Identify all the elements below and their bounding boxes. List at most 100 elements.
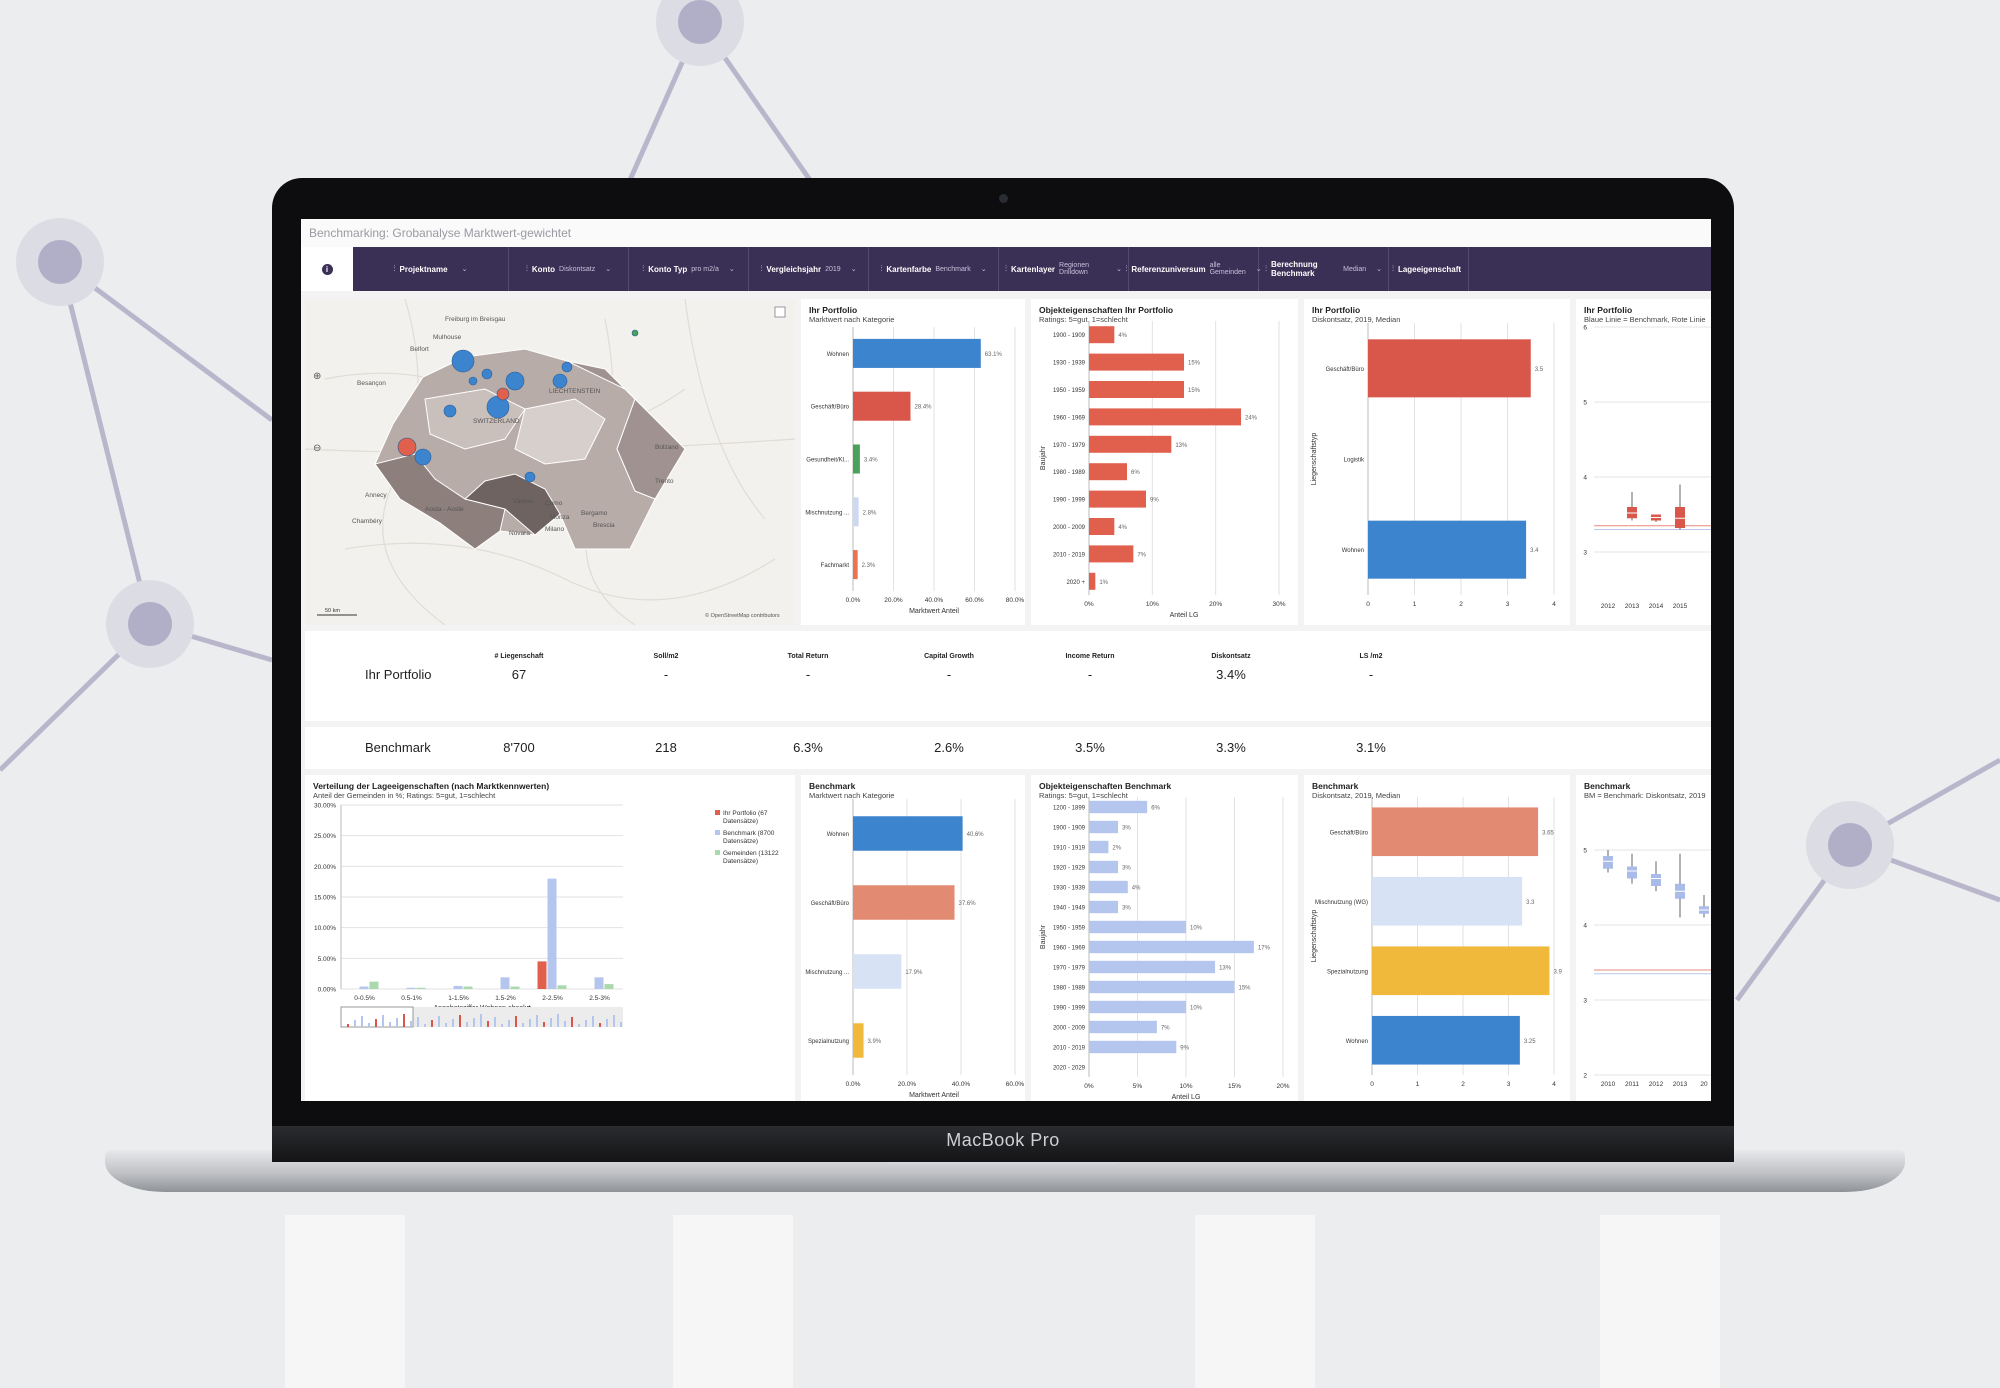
- bar-2000-2009[interactable]: [1089, 1020, 1157, 1034]
- bar-1980-1989[interactable]: [1089, 980, 1235, 994]
- zoom-in-icon[interactable]: ⊕: [313, 371, 321, 382]
- box-2015[interactable]: [1675, 507, 1685, 528]
- map-bubble[interactable]: [397, 437, 417, 457]
- region-shape[interactable]: [374, 453, 506, 550]
- bar-1920-1929[interactable]: [1089, 860, 1119, 874]
- kpi-value: 67: [511, 667, 527, 682]
- bar-wohnen[interactable]: [1368, 520, 1527, 579]
- filter-berechnung-benchmark[interactable]: ⫶ Berechnung Benchmark Median ⌄: [1259, 247, 1389, 291]
- category-label: 2.5-3%: [589, 995, 610, 1002]
- filter-kartenlayer[interactable]: ⫶ Kartenlayer Regionen Drilldown ⌄: [999, 247, 1129, 291]
- map-bubble[interactable]: [561, 361, 573, 373]
- bar-1200-1899[interactable]: [1089, 800, 1148, 814]
- map-bubble[interactable]: [414, 448, 432, 466]
- map-bubble[interactable]: [481, 368, 493, 380]
- bar-1900-1909[interactable]: [1089, 820, 1119, 834]
- map-bubble[interactable]: [451, 349, 475, 373]
- bar-wohnen[interactable]: [1372, 1015, 1520, 1065]
- bar-1960-1969[interactable]: [1089, 408, 1241, 426]
- bar-1930-1939[interactable]: [1089, 353, 1184, 371]
- box-2012[interactable]: [1651, 874, 1661, 886]
- bar-1950-1959[interactable]: [1089, 381, 1184, 398]
- bar-gemeinden-13122-datens-tze-0-5-1[interactable]: [416, 987, 426, 989]
- y-axis-title: Baujahr: [1040, 445, 1047, 470]
- bar-1900-1909[interactable]: [1089, 326, 1115, 344]
- filter-kartenfarbe[interactable]: ⫶ Kartenfarbe Benchmark ⌄: [869, 247, 999, 291]
- region-map[interactable]: Freiburg im Breisgau Mulhouse Belfort Besan…: [304, 298, 796, 626]
- bar-1990-1999[interactable]: [1089, 1000, 1186, 1014]
- region-shape[interactable]: [463, 473, 561, 536]
- map-bubble[interactable]: [496, 387, 510, 401]
- bar-gemeinden-13122-datens-tze-1-1-5[interactable]: [463, 986, 473, 989]
- bar-spezialnutzung[interactable]: [853, 1023, 864, 1058]
- bar-benchmark-8700-datens-tze-2-2-5[interactable]: [547, 878, 557, 989]
- category-label: 2010 - 2019: [1053, 1046, 1086, 1052]
- bar-1940-1949[interactable]: [1089, 900, 1119, 914]
- filter-lageeigenschaft[interactable]: ⫶ Lageeigenschaft: [1389, 247, 1469, 291]
- map-bubble[interactable]: [468, 376, 478, 386]
- bar-mischnutzung-wg[interactable]: [1372, 876, 1523, 926]
- bar-1980-1989[interactable]: [1089, 463, 1127, 481]
- bar-gesch-ft-b-ro[interactable]: [853, 391, 911, 421]
- kpi-value: -: [663, 667, 669, 682]
- bar-2000-2009[interactable]: [1089, 518, 1115, 535]
- bar-benchmark-8700-datens-tze-1-1-5[interactable]: [453, 985, 463, 989]
- bar-2010-2019[interactable]: [1089, 1040, 1177, 1054]
- bar-2020[interactable]: [1089, 572, 1096, 590]
- filter-referenzuniversum[interactable]: ⫶ Referenzuniversum alle Gemeinden ⌄: [1125, 247, 1262, 291]
- bar-gesch-ft-b-ro[interactable]: [1372, 807, 1539, 857]
- bar-benchmark-8700-datens-tze-1-5-2[interactable]: [500, 977, 510, 989]
- bar-mischnutzung[interactable]: [853, 954, 902, 989]
- bar-benchmark-8700-datens-tze-0-0-5[interactable]: [359, 986, 369, 989]
- map-attribution[interactable]: © OpenStreetMap contributors: [705, 612, 780, 619]
- bar-2010-2019[interactable]: [1089, 545, 1134, 563]
- zoom-out-icon[interactable]: ⊖: [313, 443, 321, 454]
- bar-1950-1959[interactable]: [1089, 920, 1186, 934]
- filter-projektname[interactable]: ⫶ Projektname ⌄: [353, 247, 509, 291]
- info-button[interactable]: i: [301, 247, 353, 291]
- bar-1960-1969[interactable]: [1089, 940, 1254, 954]
- bar-benchmark-8700-datens-tze-0-5-1[interactable]: [406, 987, 416, 989]
- bar-gemeinden-13122-datens-tze-2-5-3[interactable]: [604, 984, 614, 989]
- dashboard-title: Benchmarking: Grobanalyse Marktwert-gewi…: [301, 219, 1711, 247]
- bar-spezialnutzung[interactable]: [1372, 946, 1550, 996]
- bar-wohnen[interactable]: [853, 816, 963, 851]
- bar-1990-1999[interactable]: [1089, 490, 1146, 508]
- bar-gemeinden-13122-datens-tze-1-5-2[interactable]: [510, 986, 520, 989]
- region-shape[interactable]: [514, 398, 606, 465]
- brush-bar: [424, 1024, 426, 1027]
- map-bubble[interactable]: [443, 404, 457, 418]
- bar-1970-1979[interactable]: [1089, 435, 1172, 453]
- bar-gesch-ft-b-ro[interactable]: [1368, 339, 1531, 398]
- lage-chart: 0.00% 5.00% 10.00% 15.00% 20.00% 25.00% 30.00%…: [314, 803, 779, 1028]
- bar-mischnutzung[interactable]: [853, 497, 859, 527]
- chevron-down-icon: ⌄: [980, 266, 987, 273]
- camera-icon: [999, 194, 1008, 203]
- bar-1930-1939[interactable]: [1089, 880, 1128, 894]
- bar-1970-1979[interactable]: [1089, 960, 1216, 974]
- map-bubble[interactable]: [552, 373, 568, 389]
- bar-gesch-ft-b-ro[interactable]: [853, 885, 955, 920]
- bar-gesundheit-kl[interactable]: [853, 444, 860, 474]
- kpi-value: -: [805, 667, 811, 682]
- bar-1910-1919[interactable]: [1089, 840, 1109, 854]
- bar-fachmarkt[interactable]: [853, 550, 858, 580]
- bar-gemeinden-13122-datens-tze-2-2-5[interactable]: [557, 985, 567, 989]
- bar-ihr-portfolio-67-datens-tze-2-2-5[interactable]: [537, 961, 547, 989]
- bar-gemeinden-13122-datens-tze-0-0-5[interactable]: [369, 981, 379, 989]
- tick-label: 10.00%: [314, 925, 336, 932]
- bar-benchmark-8700-datens-tze-2-5-3[interactable]: [594, 977, 604, 989]
- map-bubble[interactable]: [631, 329, 639, 337]
- map-layers-button[interactable]: [774, 306, 786, 318]
- filter-konto[interactable]: ⫶ Konto Diskontsatz ⌄: [509, 247, 629, 291]
- filter-konto-typ[interactable]: ⫶ Konto Typ pro m2/a ⌄: [629, 247, 749, 291]
- box-2011[interactable]: [1627, 866, 1637, 879]
- map-bubble[interactable]: [524, 471, 536, 483]
- filter-vergleichsjahr[interactable]: ⫶ Vergleichsjahr 2019 ⌄: [749, 247, 869, 291]
- box-2010[interactable]: [1603, 856, 1613, 869]
- map-bubble[interactable]: [505, 371, 525, 391]
- bench-objekt-chart: 0% 5% 10% 15% 20% 1200 - 1899 6% 1900 - 1909 3% 1…: [1040, 797, 1290, 1101]
- bar-wohnen[interactable]: [853, 338, 981, 368]
- region-shape[interactable]: [566, 360, 686, 500]
